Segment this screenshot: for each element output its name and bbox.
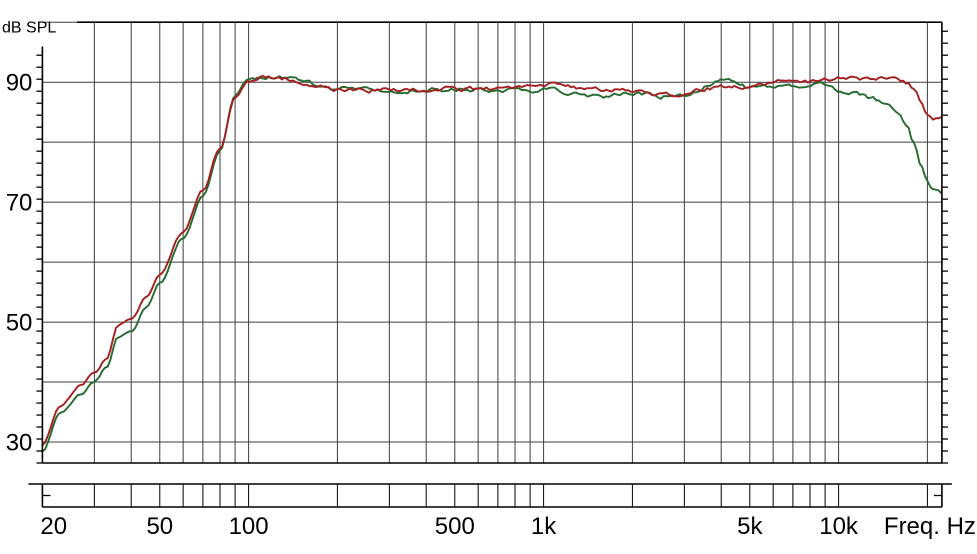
svg-text:70: 70: [6, 190, 33, 217]
svg-text:Freq. Hz: Freq. Hz: [884, 513, 976, 540]
svg-text:50: 50: [146, 513, 173, 540]
svg-text:90: 90: [6, 70, 33, 97]
svg-text:30: 30: [6, 430, 33, 457]
svg-text:50: 50: [6, 310, 33, 337]
svg-text:5k: 5k: [737, 513, 763, 540]
svg-text:dB SPL: dB SPL: [2, 20, 56, 37]
svg-text:100: 100: [229, 513, 269, 540]
svg-text:1k: 1k: [531, 513, 557, 540]
svg-text:20: 20: [40, 513, 67, 540]
svg-text:500: 500: [435, 513, 475, 540]
svg-text:10k: 10k: [819, 513, 859, 540]
